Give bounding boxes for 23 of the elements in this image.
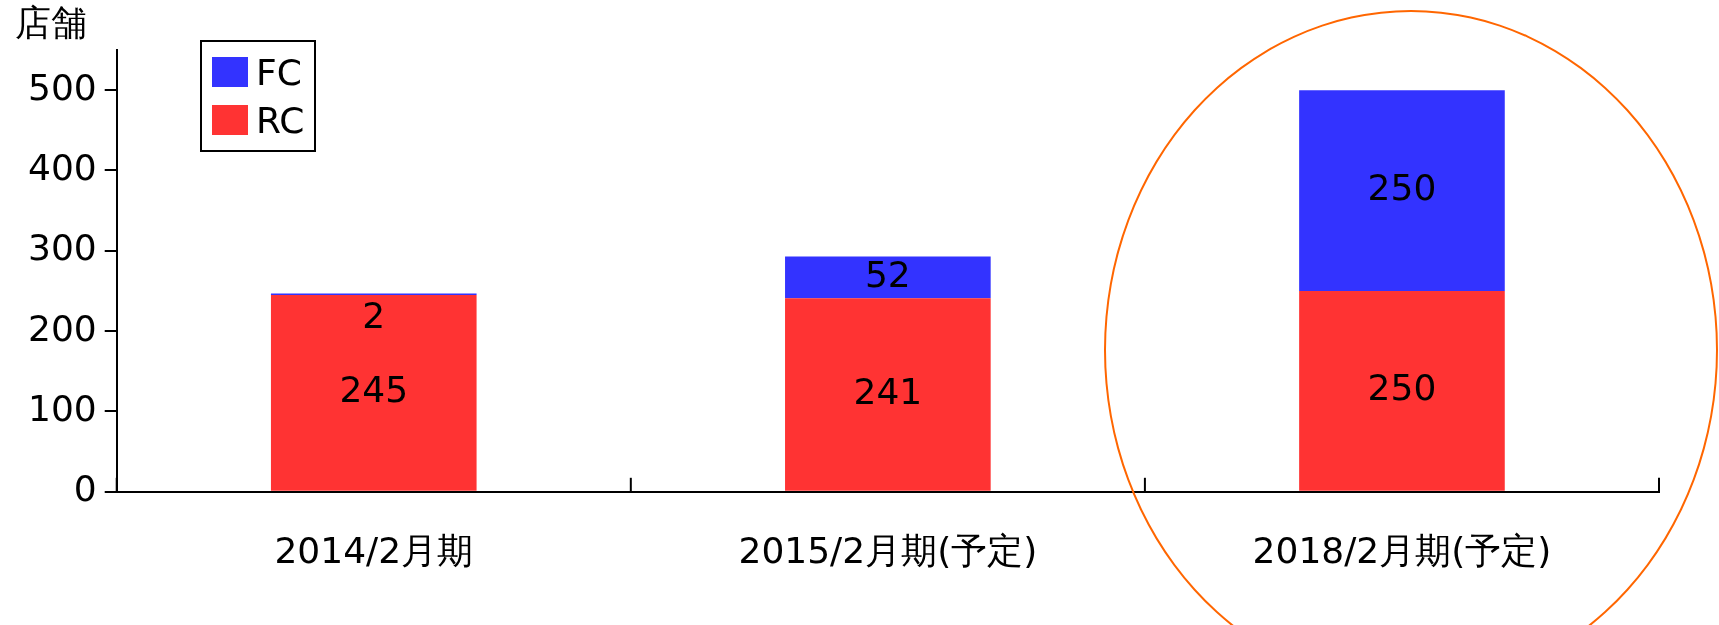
data-label: 241 <box>853 370 923 412</box>
bar <box>270 295 477 491</box>
y-tick-label: 100 <box>27 387 97 429</box>
x-tick-label: 2014/2月期 <box>274 529 474 571</box>
bar <box>785 256 991 299</box>
legend-label: RC <box>255 98 305 143</box>
y-tick-label: 400 <box>27 146 97 188</box>
y-tick-label: 0 <box>73 468 97 510</box>
y-axis-title: 店舗 <box>15 2 87 44</box>
y-tick-label: 500 <box>27 66 97 108</box>
legend-label: FC <box>255 50 303 95</box>
x-tick-label: 2015/2月期(予定) <box>738 529 1038 571</box>
bar <box>1299 290 1505 491</box>
data-label: 250 <box>1367 367 1437 409</box>
data-label: 52 <box>864 253 911 295</box>
x-tick-label: 2018/2月期(予定) <box>1252 529 1552 571</box>
y-tick-label: 300 <box>27 227 97 269</box>
y-tick-label: 200 <box>27 307 97 349</box>
bar <box>785 298 991 491</box>
bar <box>1299 90 1505 291</box>
data-label: 245 <box>339 369 409 411</box>
data-label: 2 <box>362 295 386 337</box>
data-label: 250 <box>1367 166 1437 208</box>
